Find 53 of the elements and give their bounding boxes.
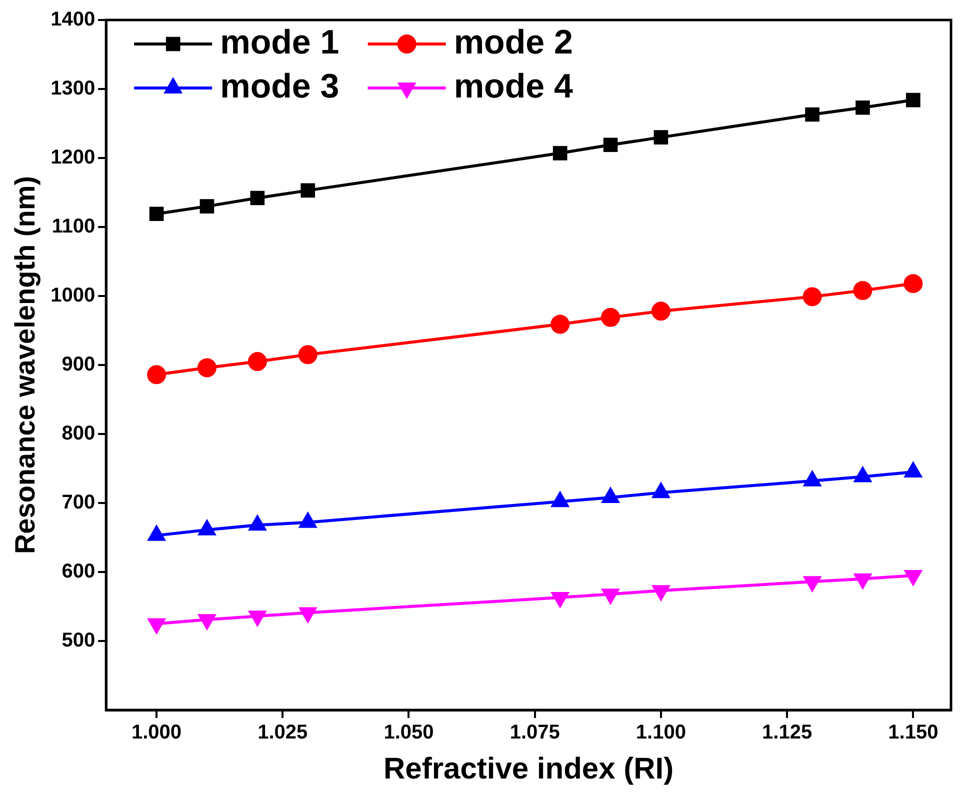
x-axis-title: Refractive index (RI) — [384, 752, 674, 786]
point — [654, 130, 668, 144]
point — [299, 607, 316, 622]
x-tick-label: 1.000 — [132, 722, 182, 744]
point — [904, 570, 922, 585]
legend-label: mode 3 — [220, 67, 340, 106]
y-axis-title: Resonance wavelength (nm) — [10, 176, 41, 554]
legend-label: mode 2 — [454, 23, 573, 62]
point — [805, 107, 820, 122]
x-tick-label: 1.100 — [636, 722, 686, 744]
point — [856, 100, 870, 115]
point — [802, 287, 822, 306]
x-tick-label: 1.050 — [384, 722, 434, 744]
y-tick-label: 1200 — [50, 146, 96, 169]
point — [552, 592, 568, 608]
point — [906, 92, 920, 108]
point — [550, 314, 570, 334]
point — [603, 138, 618, 152]
y-tick-label: 1100 — [52, 216, 96, 238]
point — [147, 365, 166, 384]
point — [651, 302, 670, 321]
y-tick-label: 1300 — [50, 78, 96, 100]
point — [853, 280, 872, 300]
point — [904, 274, 923, 294]
y-tick-label: 800 — [62, 422, 96, 445]
x-tick-label: 1.125 — [762, 722, 812, 744]
x-tick-label: 1.150 — [888, 722, 938, 744]
point — [552, 146, 568, 160]
point — [804, 576, 821, 592]
point — [250, 190, 265, 206]
point — [248, 352, 267, 372]
point — [854, 573, 872, 588]
y-tick-label: 900 — [62, 354, 96, 376]
point — [652, 585, 670, 600]
point — [148, 618, 165, 634]
y-tick-label: 1000 — [50, 284, 96, 307]
legend-label: mode 4 — [454, 67, 573, 106]
point — [300, 183, 316, 198]
y-tick-label: 1400 — [50, 8, 96, 31]
point — [602, 588, 619, 604]
point — [298, 345, 318, 364]
x-tick-label: 1.025 — [258, 722, 308, 744]
point — [149, 206, 164, 222]
point — [198, 614, 216, 630]
x-tick-label: 1.075 — [510, 722, 560, 744]
y-tick-label: 700 — [62, 492, 96, 514]
y-tick-label: 500 — [62, 630, 96, 652]
point — [200, 199, 214, 214]
point — [248, 610, 266, 626]
y-tick-label: 600 — [62, 560, 96, 583]
legend-label: mode 1 — [220, 23, 340, 62]
point — [197, 358, 216, 378]
point — [601, 308, 620, 327]
